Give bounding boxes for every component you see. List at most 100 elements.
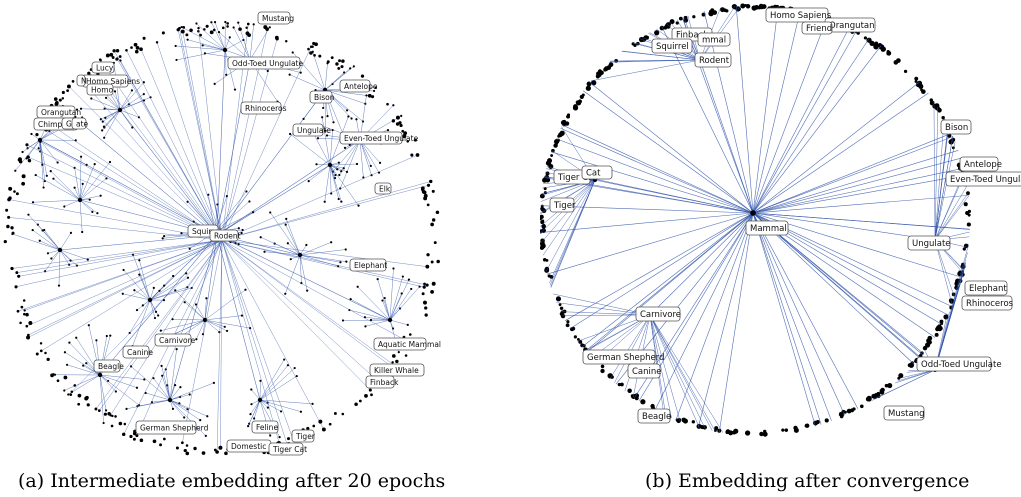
node xyxy=(750,210,756,216)
node xyxy=(762,4,767,9)
caption-a: (a) Intermediate embedding after 20 epoc… xyxy=(18,470,445,492)
node xyxy=(162,31,165,34)
node xyxy=(876,392,880,396)
node xyxy=(285,224,287,226)
node xyxy=(322,428,326,432)
label-text: Rhinoceros xyxy=(245,104,287,113)
node xyxy=(213,29,216,32)
node xyxy=(129,332,131,334)
node xyxy=(781,429,784,432)
node xyxy=(321,116,323,118)
node xyxy=(683,419,688,424)
node xyxy=(556,297,559,300)
node xyxy=(384,297,386,299)
edge xyxy=(53,179,80,200)
node xyxy=(157,314,159,316)
label-text: Homo Sapiens xyxy=(770,11,832,21)
edge xyxy=(300,255,346,262)
node xyxy=(184,301,186,303)
node xyxy=(46,175,48,177)
node xyxy=(23,309,25,311)
node xyxy=(109,161,111,163)
node xyxy=(185,272,187,274)
node xyxy=(289,133,291,135)
node xyxy=(103,422,105,424)
label-text: Killer Whale xyxy=(374,366,419,375)
edge xyxy=(582,213,753,347)
label-text: Tiger xyxy=(295,432,316,441)
node-label: ate xyxy=(72,118,89,129)
node-label: Canine xyxy=(123,346,153,358)
node xyxy=(245,190,247,192)
node xyxy=(670,19,675,24)
node xyxy=(42,186,44,188)
edge xyxy=(40,241,60,250)
label-text: ate xyxy=(76,120,89,129)
node xyxy=(598,70,602,74)
label-text: Elephant xyxy=(969,284,1007,294)
node xyxy=(162,237,164,239)
node xyxy=(313,54,316,57)
node xyxy=(341,59,345,63)
node xyxy=(356,163,358,165)
node xyxy=(39,240,41,242)
edge xyxy=(753,213,845,415)
node xyxy=(66,89,69,92)
node xyxy=(70,232,72,234)
node xyxy=(14,170,16,172)
node xyxy=(218,331,220,333)
edge xyxy=(753,213,935,370)
node xyxy=(540,243,545,248)
node xyxy=(550,154,553,157)
node xyxy=(181,26,183,28)
node xyxy=(28,321,32,325)
node xyxy=(73,384,76,387)
node-label: Bison xyxy=(941,120,971,134)
node xyxy=(432,190,435,193)
label-text: Feline xyxy=(256,423,278,432)
node-label: Antelope xyxy=(340,80,378,92)
edge xyxy=(753,27,850,213)
edge xyxy=(205,316,242,320)
node xyxy=(294,367,296,369)
node xyxy=(852,407,855,410)
node xyxy=(424,306,427,309)
node xyxy=(426,265,429,268)
node xyxy=(391,361,393,363)
node xyxy=(968,214,971,217)
node xyxy=(136,46,140,50)
node xyxy=(143,93,145,95)
node xyxy=(287,437,290,440)
edge xyxy=(182,27,225,50)
node xyxy=(244,289,246,291)
edge xyxy=(120,110,132,128)
node xyxy=(85,396,89,400)
node xyxy=(927,336,932,341)
node xyxy=(361,75,364,78)
node xyxy=(125,408,127,410)
node xyxy=(586,86,591,91)
edge xyxy=(99,240,222,411)
node xyxy=(341,413,344,416)
node xyxy=(952,146,955,149)
graph-b-edges-nodes xyxy=(540,3,971,436)
node xyxy=(57,379,60,382)
node xyxy=(329,423,332,426)
node xyxy=(574,335,577,338)
node xyxy=(176,447,179,450)
edge xyxy=(254,400,260,418)
node xyxy=(50,257,52,259)
node xyxy=(860,404,864,408)
node xyxy=(425,313,428,316)
node xyxy=(357,286,359,288)
node-label: N xyxy=(77,75,87,86)
node xyxy=(116,57,119,60)
edge xyxy=(126,50,222,240)
label-text: Homo xyxy=(91,86,114,95)
node xyxy=(365,94,367,96)
node xyxy=(334,412,337,415)
node xyxy=(364,325,366,327)
edge xyxy=(286,225,300,255)
node xyxy=(555,142,558,145)
node xyxy=(312,425,315,428)
